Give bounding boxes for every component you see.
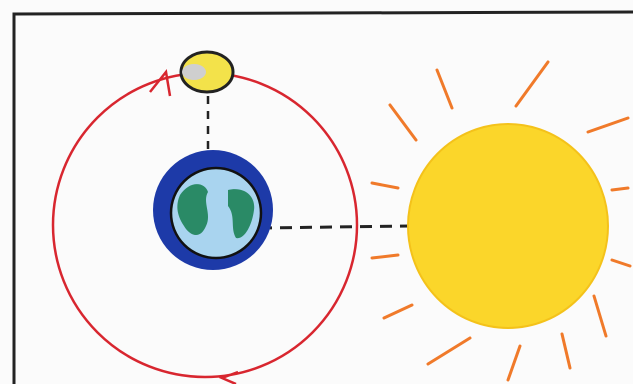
continent <box>177 184 208 236</box>
orbit-arrow <box>218 370 239 384</box>
sun <box>407 123 609 329</box>
moon-shadow <box>182 64 206 80</box>
continent <box>228 189 255 239</box>
earth-sun-line <box>259 224 411 230</box>
sun-rays <box>370 60 632 382</box>
moon <box>179 50 235 94</box>
orbit-arrow <box>149 69 172 97</box>
frame <box>12 10 633 384</box>
